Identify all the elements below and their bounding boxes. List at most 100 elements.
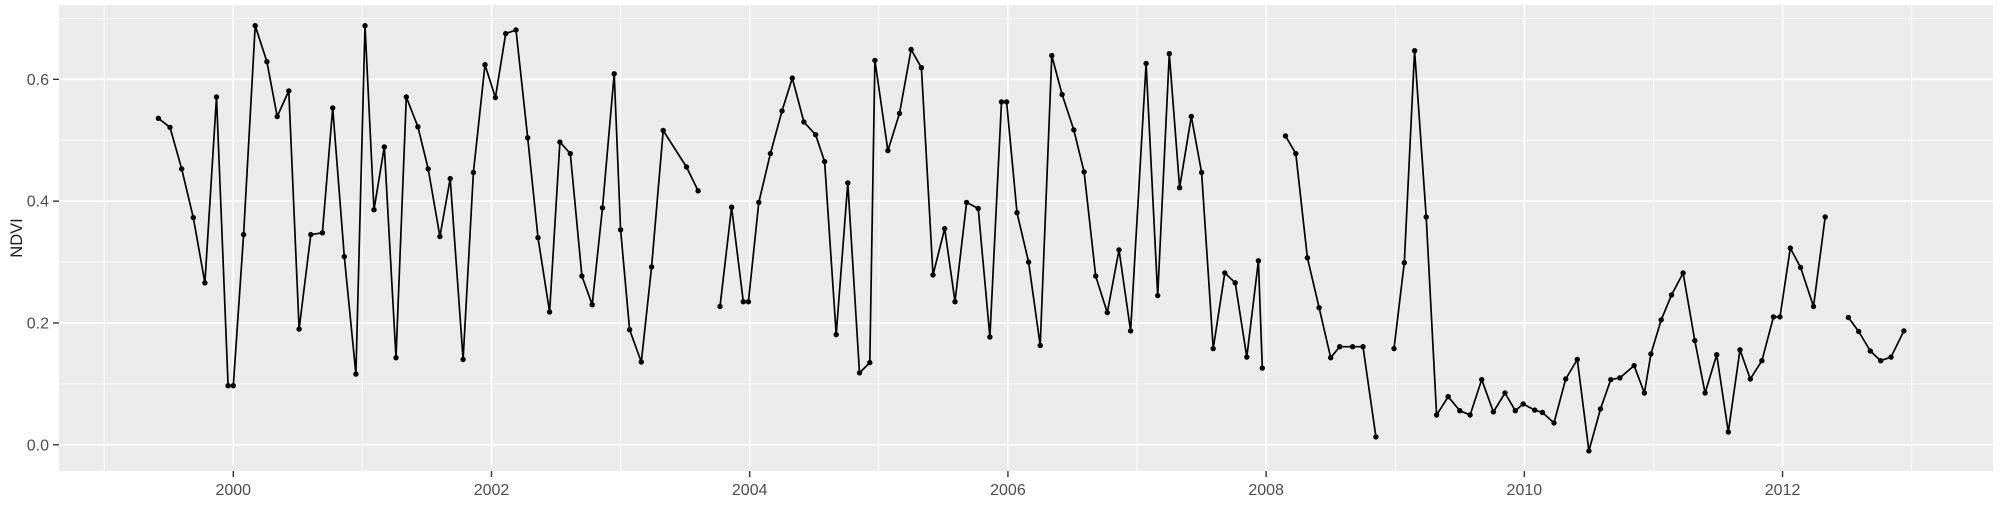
data-point [1502,390,1508,396]
data-point [1822,214,1828,220]
data-point [535,235,541,241]
x-tick-label: 2012 [1765,482,1801,499]
data-point [987,334,993,340]
data-point [341,253,347,260]
data-point [286,88,292,94]
data-point [1641,390,1648,396]
data-point [745,299,752,305]
data-point [1143,60,1149,67]
data-point [381,144,387,150]
data-point [626,327,633,333]
data-point [1198,169,1205,176]
data-point [617,227,624,233]
data-point [1901,328,1907,334]
data-point [1293,150,1299,157]
data-point [908,46,914,53]
data-point [1770,314,1777,320]
data-point [1714,352,1720,358]
data-point [589,302,595,308]
data-point [1692,337,1698,344]
data-point [1479,376,1485,383]
data-point [648,264,655,270]
data-point [1787,245,1794,251]
panel-background [59,5,1993,471]
data-point [1391,345,1397,352]
data-point [1777,314,1783,320]
y-tick-label: 0.6 [27,72,49,89]
data-point [513,27,519,33]
data-point [728,204,735,210]
data-point [1759,358,1765,364]
data-point [1467,412,1473,418]
data-point [190,214,196,221]
data-point [1188,113,1195,120]
data-point [1411,48,1418,54]
data-point [1574,356,1581,363]
data-point [225,383,231,389]
data-point [872,57,878,64]
data-point [447,175,453,182]
data-point [1797,264,1804,271]
data-point [1856,328,1862,335]
data-point [1104,309,1111,316]
data-point [1845,314,1852,321]
data-point [437,233,443,240]
y-tick-label: 0.4 [27,194,49,211]
x-tick-label: 2010 [1507,482,1543,499]
data-point [801,119,807,125]
data-point [1597,406,1604,412]
data-point [1586,448,1592,454]
data-point [403,94,409,100]
data-point [611,71,617,77]
data-point [525,135,531,141]
data-point [230,383,236,389]
data-point [638,359,644,365]
data-point [1648,351,1654,357]
data-point [1304,255,1311,261]
data-point [213,94,220,100]
data-point [1563,376,1569,382]
data-point [1702,390,1708,396]
data-point [415,124,421,130]
data-point [1232,280,1238,286]
data-point [789,75,795,81]
data-point [756,199,762,206]
y-axis-title: NDVI [8,218,26,257]
data-point [1539,409,1546,416]
data-point [460,356,466,363]
data-point [833,331,839,338]
data-point [1255,258,1262,264]
data-point [1049,52,1055,59]
data-point [821,158,828,165]
data-point [1059,91,1065,98]
data-point [1373,434,1379,440]
data-point [393,355,399,361]
data-point [1259,365,1266,371]
data-point [252,23,258,29]
data-point [1423,214,1429,220]
data-point [1337,344,1343,350]
data-point [1360,344,1366,350]
data-point [1025,259,1032,265]
data-point [1747,376,1754,382]
data-point [362,23,368,29]
data-point [717,303,723,310]
data-point [1244,354,1250,360]
x-tick-label: 2008 [1248,482,1284,499]
data-point [470,169,477,176]
data-point [1433,412,1440,418]
data-point [482,61,488,68]
data-point [1888,354,1894,360]
data-point [1155,292,1161,299]
data-point [1081,169,1087,175]
data-point [1166,51,1173,57]
data-point [179,166,185,172]
data-point [1222,270,1228,276]
data-point [812,132,819,138]
series-line-segment [1847,316,1905,362]
data-point [1037,342,1043,349]
data-point [599,205,606,211]
data-point [1512,408,1519,414]
data-point [1093,273,1099,279]
data-point [695,188,701,194]
